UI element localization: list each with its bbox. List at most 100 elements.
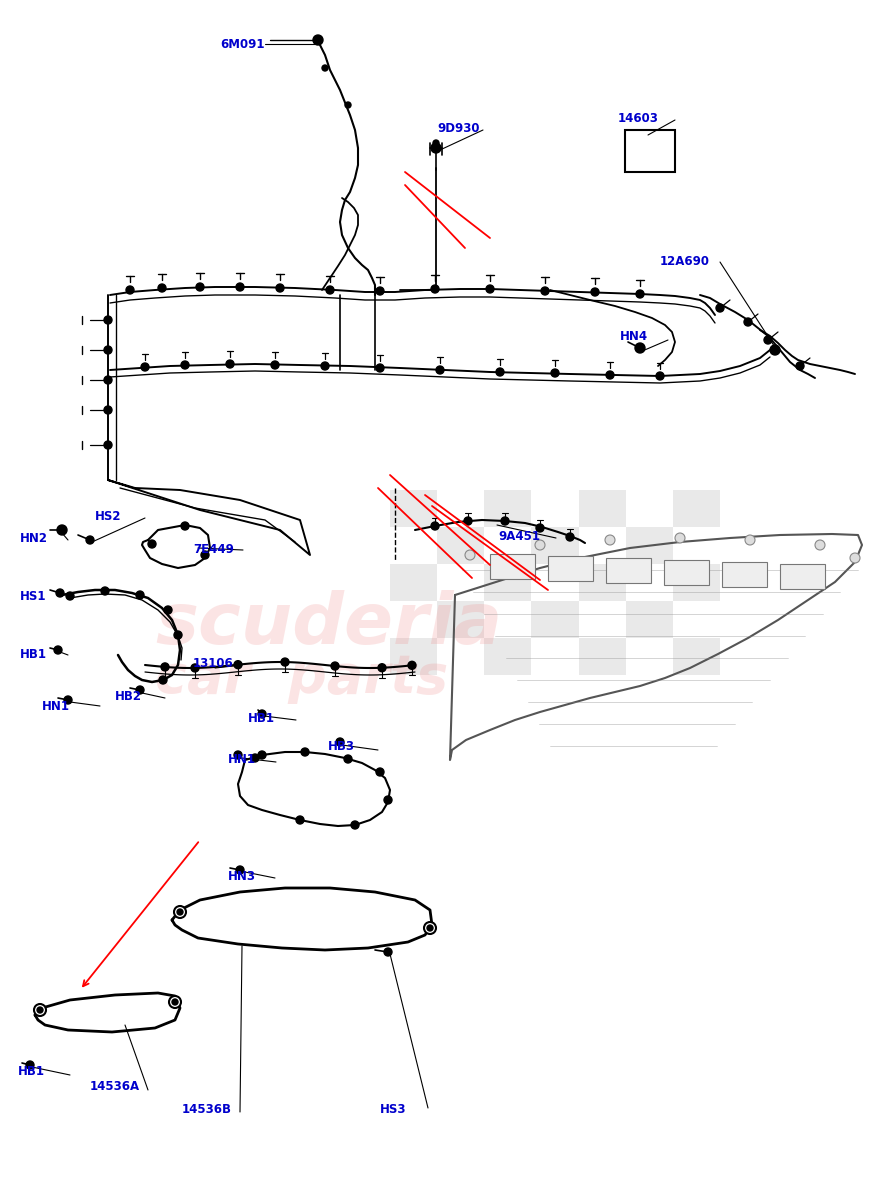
Text: HS3: HS3	[380, 1103, 406, 1116]
Circle shape	[26, 1061, 34, 1069]
Circle shape	[536, 524, 544, 532]
Text: 6M091: 6M091	[220, 38, 264, 50]
Bar	[664, 560, 709, 584]
Circle shape	[551, 370, 559, 377]
Bar	[437, 527, 484, 564]
Text: HN2: HN2	[20, 532, 48, 545]
Bar	[578, 564, 626, 601]
Text: 12A690: 12A690	[660, 254, 710, 268]
Text: 14603: 14603	[618, 112, 659, 125]
Text: 14536B: 14536B	[182, 1103, 232, 1116]
Circle shape	[301, 748, 309, 756]
Circle shape	[351, 821, 359, 829]
Bar	[722, 562, 767, 587]
Text: HB1: HB1	[248, 712, 275, 725]
Bar	[780, 564, 825, 589]
Text: HN1: HN1	[42, 700, 70, 713]
Text: 9D930: 9D930	[437, 122, 480, 134]
Text: 13106: 13106	[193, 658, 234, 670]
Circle shape	[101, 587, 109, 595]
Bar	[626, 527, 673, 564]
Bar	[673, 638, 720, 674]
Bar	[673, 564, 720, 601]
Bar	[390, 638, 437, 674]
Circle shape	[424, 922, 436, 934]
Circle shape	[281, 658, 289, 666]
Circle shape	[313, 35, 323, 44]
Circle shape	[56, 589, 64, 596]
Circle shape	[181, 361, 189, 370]
Circle shape	[378, 664, 386, 672]
Circle shape	[606, 371, 614, 379]
Circle shape	[541, 287, 549, 295]
Circle shape	[148, 540, 156, 548]
Text: HN3: HN3	[228, 870, 256, 883]
Circle shape	[226, 360, 234, 368]
Bar	[578, 490, 626, 527]
Circle shape	[331, 662, 339, 670]
Circle shape	[408, 661, 416, 670]
Circle shape	[258, 751, 266, 758]
Circle shape	[635, 343, 645, 353]
Text: HB1: HB1	[20, 648, 47, 661]
Text: 7E449: 7E449	[193, 542, 234, 556]
Text: HN4: HN4	[620, 330, 648, 343]
Circle shape	[174, 906, 186, 918]
Text: 14536A: 14536A	[90, 1080, 140, 1093]
Circle shape	[251, 754, 259, 762]
Circle shape	[796, 362, 804, 370]
Circle shape	[675, 533, 685, 542]
Circle shape	[465, 550, 475, 560]
Circle shape	[464, 517, 472, 526]
Circle shape	[431, 522, 439, 530]
Text: HB2: HB2	[115, 690, 142, 703]
Circle shape	[159, 676, 167, 684]
Text: HS1: HS1	[20, 590, 46, 602]
Circle shape	[136, 686, 144, 694]
Circle shape	[591, 288, 599, 296]
Circle shape	[164, 606, 172, 614]
Bar	[625, 130, 675, 172]
Circle shape	[636, 290, 644, 298]
Circle shape	[433, 140, 439, 146]
Bar	[531, 527, 578, 564]
Circle shape	[770, 346, 780, 355]
Circle shape	[850, 553, 860, 563]
Circle shape	[276, 284, 284, 292]
Circle shape	[296, 816, 304, 824]
Bar	[437, 601, 484, 638]
Bar	[548, 556, 593, 581]
Bar	[606, 558, 651, 583]
Bar	[484, 490, 531, 527]
Bar	[390, 490, 437, 527]
Circle shape	[64, 696, 72, 704]
Text: car  parts: car parts	[155, 652, 448, 704]
Bar	[531, 601, 578, 638]
Circle shape	[191, 664, 199, 672]
Circle shape	[141, 362, 149, 371]
Circle shape	[345, 102, 351, 108]
Circle shape	[104, 406, 112, 414]
Text: 9A451: 9A451	[498, 530, 540, 542]
Circle shape	[384, 796, 392, 804]
Text: HN1: HN1	[228, 754, 256, 766]
Text: HS2: HS2	[95, 510, 121, 523]
Circle shape	[174, 631, 182, 638]
Circle shape	[201, 551, 209, 559]
Circle shape	[54, 646, 62, 654]
Circle shape	[501, 517, 509, 526]
Circle shape	[431, 284, 439, 293]
Bar	[626, 601, 673, 638]
Circle shape	[104, 440, 112, 449]
Circle shape	[104, 346, 112, 354]
Circle shape	[136, 590, 144, 599]
Circle shape	[181, 522, 189, 530]
Circle shape	[258, 710, 266, 718]
Circle shape	[427, 925, 433, 931]
Bar	[673, 490, 720, 527]
Circle shape	[66, 592, 74, 600]
Bar	[484, 638, 531, 674]
Circle shape	[376, 768, 384, 776]
Circle shape	[271, 361, 279, 370]
Circle shape	[384, 948, 392, 956]
